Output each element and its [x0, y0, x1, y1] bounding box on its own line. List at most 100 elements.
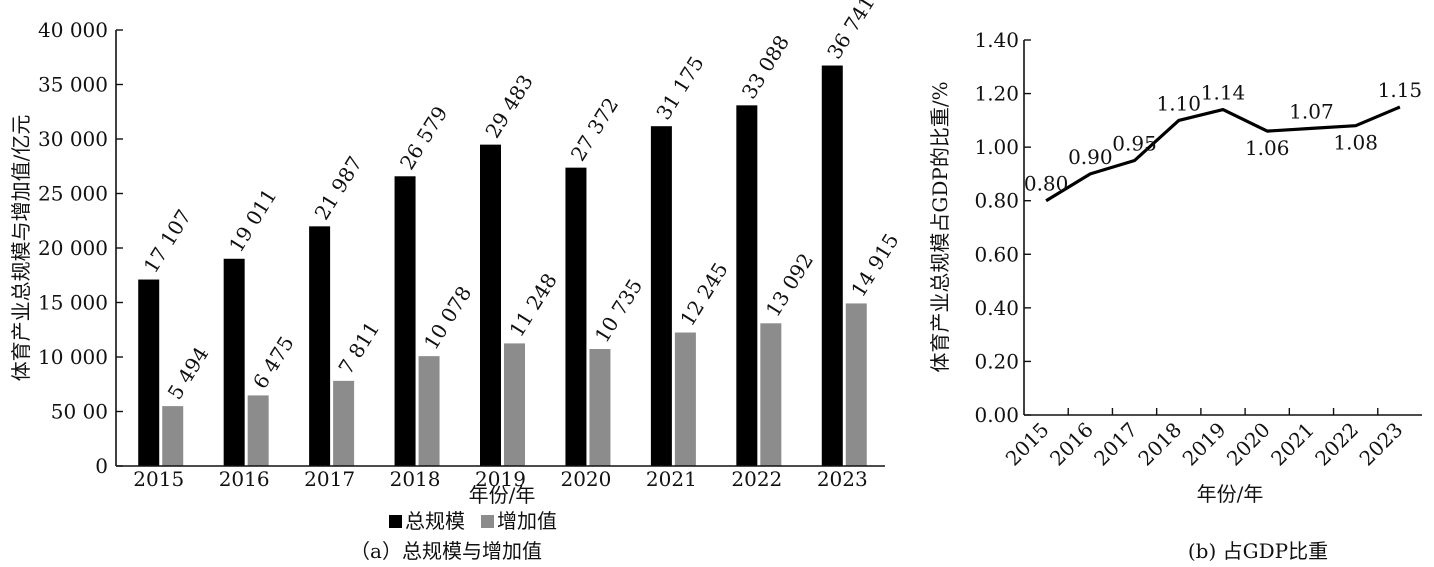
x-tick-label: 2023 [1354, 418, 1407, 471]
data-label-total: 26 579 [395, 102, 452, 174]
bar-total [650, 126, 672, 466]
line-data-label: 1.07 [1289, 99, 1334, 123]
y-tick-label: 0.60 [974, 242, 1019, 266]
line-chart-panel: 0.000.200.400.600.801.001.201.40 2015201… [928, 28, 1422, 563]
line-data-label: 1.10 [1157, 91, 1202, 115]
data-label-added-value: 13 092 [761, 249, 818, 321]
legend-label-added-value: 增加值 [497, 509, 557, 533]
data-label-added-value: 6 475 [248, 332, 299, 393]
data-label-added-value: 11 248 [504, 269, 561, 341]
y-tick-label: 0.20 [974, 349, 1019, 373]
bar-total [821, 65, 843, 466]
data-label-added-value: 10 735 [590, 275, 647, 347]
x-tick-label: 2017 [1089, 418, 1142, 471]
data-label-added-value: 7 811 [333, 317, 384, 378]
bar-added-value [589, 348, 611, 466]
line-data-label: 1.06 [1245, 136, 1290, 160]
bar-chart-caption: （a）总规模与增加值 [350, 539, 542, 563]
bar-total [736, 105, 758, 467]
data-label-total: 27 372 [566, 93, 623, 165]
line-chart-y-axis-title: 体育产业总规模占GDP的比重/% [928, 81, 952, 372]
legend-swatch-total [389, 515, 402, 528]
line-data-label: 0.95 [1112, 132, 1157, 156]
data-label-total: 33 088 [737, 31, 794, 103]
x-tick-label: 2019 [475, 467, 526, 491]
y-tick-label: 0.40 [974, 296, 1019, 320]
bar-chart-data-labels: 17 107 5 494 19 011 6 475 21 987 7 811 26 579 1… [139, 0, 904, 404]
data-label-total: 21 987 [309, 152, 366, 224]
y-tick-label: 0.00 [974, 403, 1019, 427]
legend-label-total: 总规模 [405, 509, 465, 533]
bar-added-value [247, 395, 269, 466]
bar-total [565, 167, 587, 466]
x-tick-label: 2023 [817, 467, 868, 491]
bar-added-value [333, 380, 355, 466]
bar-total [480, 144, 501, 466]
bar-chart-bars [138, 65, 867, 467]
x-tick-label: 2022 [1310, 418, 1363, 471]
x-tick-label: 2021 [646, 467, 697, 491]
line-chart-y-axis: 0.00 0.20 0.40 0.60 0.80 1.00 1.20 1.40 [974, 28, 1031, 427]
y-tick-label: 15 000 [38, 291, 108, 315]
data-label-total: 31 175 [651, 52, 708, 124]
x-tick-label: 2018 [1133, 418, 1186, 471]
bar-added-value [162, 406, 184, 466]
bar-total [394, 176, 416, 467]
x-tick-label: 2016 [1045, 418, 1098, 471]
y-tick-label: 0.80 [974, 189, 1019, 213]
y-tick-label: 1.20 [974, 82, 1019, 106]
bar-chart-x-axis: 2015 2016 2017 2018 2019 2020 2021 2022 2023 [133, 467, 867, 491]
bar-chart-y-axis-title: 体育产业总规模与增加值/亿元 [9, 115, 33, 382]
line-chart-x-axis-title: 年份/年 [1197, 482, 1264, 506]
bar-added-value [674, 332, 696, 466]
x-tick-label: 2018 [390, 467, 441, 491]
bar-total [138, 279, 160, 466]
bar-added-value [760, 323, 782, 466]
y-tick-label: 20 000 [38, 236, 108, 260]
line-chart-caption: (b) 占GDP比重 [1188, 539, 1328, 563]
x-tick-label: 2020 [560, 467, 611, 491]
data-label-added-value: 10 078 [419, 282, 476, 354]
bar-chart-panel: 0 50 00 10 000 15 000 20 000 25 000 30 000 35 0… [9, 0, 904, 563]
y-tick-label: 40 000 [38, 18, 108, 42]
data-label-added-value: 14 915 [846, 229, 903, 301]
line-data-label: 0.80 [1024, 172, 1069, 196]
data-label-added-value: 5 494 [163, 342, 214, 403]
bar-chart-legend: 总规模 增加值 [389, 509, 557, 533]
y-tick-label: 0 [95, 454, 108, 478]
data-label-total: 19 011 [224, 184, 281, 256]
x-tick-label: 2016 [219, 467, 270, 491]
bar-added-value [418, 356, 440, 466]
line-data-label: 1.15 [1378, 78, 1423, 102]
bar-chart-y-axis: 0 50 00 10 000 15 000 20 000 25 000 30 000 35 0… [38, 18, 123, 478]
x-tick-label: 2020 [1222, 418, 1275, 471]
bar-total [223, 258, 245, 466]
y-tick-label: 10 000 [38, 345, 108, 369]
x-tick-label: 2019 [1178, 418, 1231, 471]
data-label-total: 29 483 [480, 70, 537, 142]
y-tick-label: 30 000 [38, 127, 108, 151]
line-chart-series-line [1045, 105, 1401, 203]
data-label-total: 36 741 [822, 0, 879, 63]
x-tick-label: 2017 [304, 467, 355, 491]
x-tick-label: 2015 [133, 467, 184, 491]
y-tick-label: 1.00 [974, 135, 1019, 159]
line-data-label: 1.08 [1333, 131, 1378, 155]
x-tick-label: 2022 [731, 467, 782, 491]
data-label-added-value: 12 245 [675, 258, 732, 330]
y-tick-label: 25 000 [38, 182, 108, 206]
line-chart-data-labels: 0.80 0.900.951.10 1.14 1.06 1.07 1.08 1.15 [1024, 78, 1422, 196]
bar-total [309, 226, 331, 466]
bar-chart-x-axis-title: 年份/年 [469, 483, 536, 507]
y-tick-label: 35 000 [38, 73, 108, 97]
data-label-total: 17 107 [139, 205, 196, 277]
legend-swatch-added-value [481, 515, 494, 528]
y-tick-label: 1.40 [974, 28, 1019, 52]
bar-added-value [504, 343, 525, 466]
line-data-label: 0.90 [1068, 145, 1113, 169]
y-tick-label: 50 00 [51, 400, 108, 424]
x-tick-label: 2021 [1266, 418, 1319, 471]
bar-added-value [845, 303, 867, 466]
